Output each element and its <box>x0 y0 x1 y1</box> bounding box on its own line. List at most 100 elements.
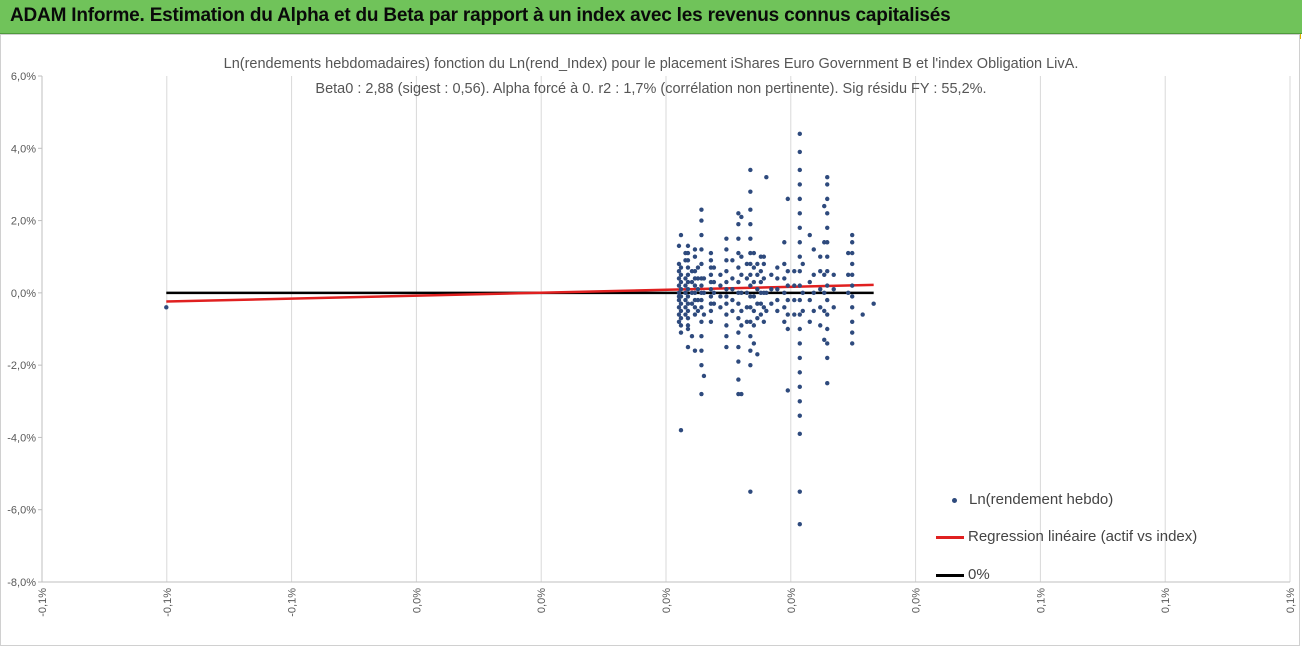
data-point <box>718 272 723 277</box>
regression-line <box>166 283 874 303</box>
data-point <box>850 272 855 277</box>
data-point <box>825 240 830 245</box>
data-point <box>736 221 741 227</box>
data-point <box>822 272 827 277</box>
data-point <box>699 261 704 267</box>
data-point <box>685 258 691 263</box>
y-tick-label: -2,0% <box>7 360 36 372</box>
data-point <box>755 301 760 306</box>
data-point <box>724 323 729 328</box>
data-point <box>695 287 701 292</box>
data-point <box>748 489 753 494</box>
data-point <box>825 297 830 303</box>
data-point <box>748 348 753 353</box>
data-point <box>831 305 836 310</box>
data-point <box>678 428 684 433</box>
data-point <box>736 377 741 382</box>
data-point <box>748 189 753 194</box>
data-point <box>748 334 753 339</box>
legend-label-scatter: Ln(rendement hebdo) <box>969 491 1114 508</box>
data-point <box>685 308 691 314</box>
data-point <box>751 265 757 270</box>
data-point <box>744 290 750 296</box>
y-tick-label: 0,0% <box>11 288 36 300</box>
data-point <box>730 258 735 263</box>
data-point <box>769 301 774 306</box>
data-point <box>685 315 691 321</box>
data-point <box>678 323 684 328</box>
data-point <box>678 294 684 299</box>
data-point <box>699 362 704 368</box>
data-point <box>724 258 729 263</box>
data-point <box>744 276 750 281</box>
data-point <box>708 250 714 256</box>
data-point <box>676 319 682 324</box>
data-point <box>748 283 753 288</box>
data-point <box>676 243 682 249</box>
data-point <box>736 359 741 364</box>
data-point <box>678 272 684 277</box>
data-point <box>825 355 830 361</box>
data-point <box>758 279 764 285</box>
data-point <box>761 319 767 324</box>
data-point <box>807 319 812 324</box>
data-point <box>708 272 714 277</box>
chart-title: Ln(rendements hebdomadaires) fonction du… <box>223 56 1079 72</box>
data-point <box>685 294 691 299</box>
data-point <box>676 297 682 303</box>
data-point <box>785 196 791 202</box>
data-point <box>683 305 688 310</box>
legend-entry-regression: Regression linéaire (actif vs index) <box>936 528 1197 545</box>
data-point <box>748 272 753 277</box>
data-point <box>818 323 823 328</box>
data-point <box>736 279 741 285</box>
data-point <box>685 265 691 270</box>
data-point <box>678 308 684 314</box>
data-point <box>748 207 753 212</box>
data-point <box>699 232 704 238</box>
data-point <box>744 261 750 267</box>
data-point <box>782 276 787 281</box>
legend-entry-zero: 0% <box>936 566 990 583</box>
data-point <box>739 323 744 328</box>
data-point <box>692 290 698 296</box>
data-point <box>695 308 701 314</box>
data-point <box>736 301 741 306</box>
data-point <box>695 276 701 281</box>
data-point <box>744 319 750 324</box>
data-point <box>751 341 757 346</box>
legend-red-line-icon <box>936 535 964 539</box>
data-point <box>739 290 744 296</box>
data-point <box>699 305 704 310</box>
data-point <box>708 258 714 263</box>
data-point <box>685 287 691 292</box>
data-point <box>676 312 682 317</box>
data-point <box>701 290 707 296</box>
x-tick-label: 0,0% <box>536 588 548 613</box>
data-point <box>724 312 729 317</box>
data-point <box>724 268 729 274</box>
data-point <box>708 319 714 324</box>
data-point <box>748 261 753 267</box>
data-point <box>782 290 787 296</box>
data-point <box>724 236 729 241</box>
data-point <box>678 232 684 238</box>
data-point <box>797 196 802 202</box>
data-point <box>711 279 717 285</box>
data-point <box>748 221 753 227</box>
data-point <box>797 370 802 375</box>
data-point <box>850 283 855 288</box>
data-point <box>764 308 769 314</box>
data-point <box>736 211 741 216</box>
data-point <box>775 287 780 292</box>
data-point <box>751 250 757 256</box>
data-point <box>748 236 753 241</box>
data-point <box>695 265 701 270</box>
data-point <box>797 131 802 137</box>
data-point <box>730 276 735 281</box>
data-point <box>736 330 741 335</box>
data-point <box>797 489 802 494</box>
data-point <box>831 272 836 277</box>
data-point <box>699 319 704 324</box>
data-point <box>797 341 802 346</box>
